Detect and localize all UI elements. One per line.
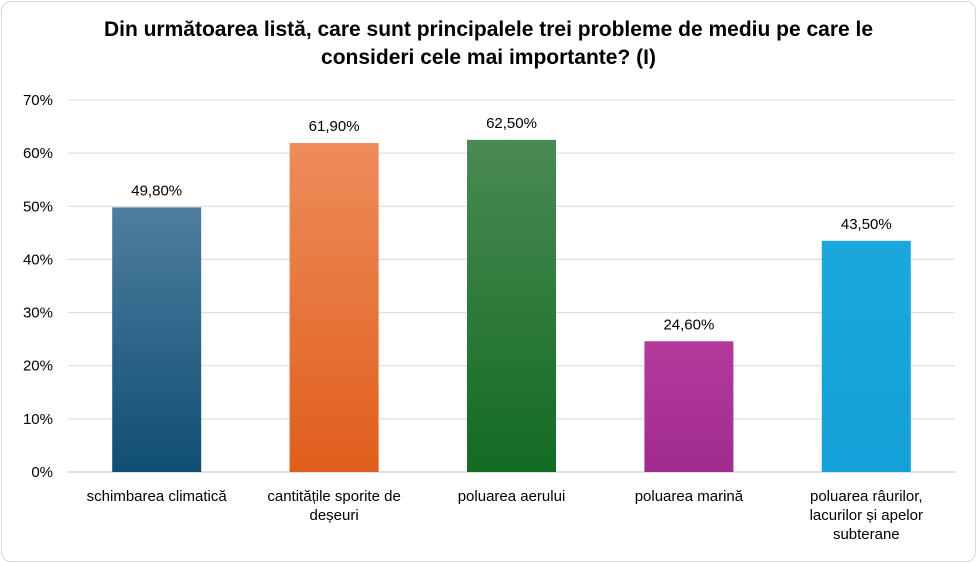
bar	[112, 207, 202, 472]
y-axis-ticks: 0% 10% 20% 30% 40% 50% 60% 70%	[23, 92, 53, 481]
y-tick-label: 0%	[31, 464, 53, 481]
y-tick-label: 60%	[23, 145, 53, 162]
category-labels: schimbarea climatică cantitățile sporite …	[87, 488, 923, 543]
data-label: 61,90%	[309, 118, 360, 135]
data-label: 62,50%	[486, 115, 537, 132]
y-tick-label: 50%	[23, 198, 53, 215]
bar	[289, 143, 379, 472]
bar	[467, 139, 556, 472]
y-tick-label: 40%	[23, 251, 53, 268]
y-tick-label: 10%	[23, 411, 53, 428]
data-label: 24,60%	[663, 316, 714, 333]
x-tick-label: poluarea râurilor,	[810, 488, 923, 505]
y-tick-label: 30%	[23, 305, 53, 322]
data-labels: 49,80% 61,90% 62,50% 24,60% 43,50%	[131, 115, 891, 333]
x-tick-label: deșeuri	[309, 507, 358, 524]
bars	[112, 139, 911, 472]
x-tick-label: poluarea marină	[635, 488, 744, 505]
data-label: 49,80%	[131, 182, 182, 199]
y-tick-label: 20%	[23, 358, 53, 375]
x-tick-label: poluarea aerului	[458, 488, 566, 505]
x-tick-label: subterane	[833, 526, 900, 543]
bar	[821, 240, 911, 472]
x-tick-label: schimbarea climatică	[87, 488, 228, 505]
y-tick-label: 70%	[23, 92, 53, 109]
data-label: 43,50%	[841, 216, 892, 233]
x-tick-label: cantitățile sporite de	[267, 488, 400, 505]
chart-title: Din următoarea listă, care sunt principa…	[103, 18, 874, 69]
x-tick-label: lacurilor și apelor	[810, 507, 923, 524]
bar	[644, 341, 734, 472]
